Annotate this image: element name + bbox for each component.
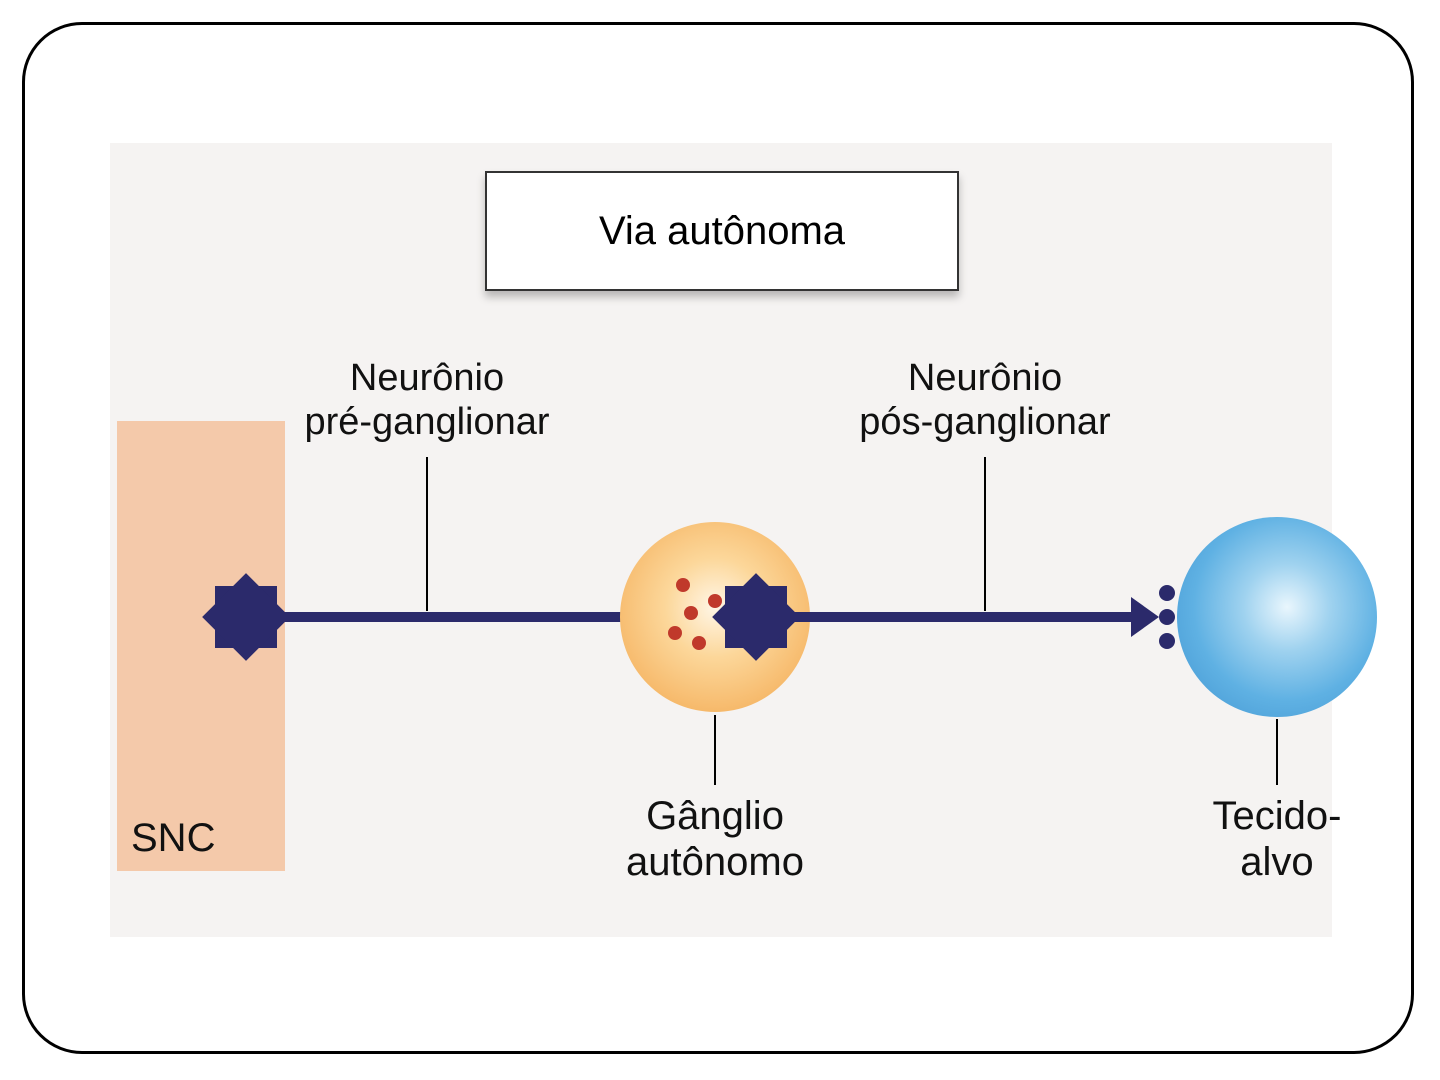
postganglionic-terminal (1131, 597, 1159, 637)
vesicle-red-5 (708, 594, 722, 608)
preganglionic-axon (255, 612, 645, 622)
target-label: Tecido- alvo (1177, 793, 1377, 885)
diagram-title-box: Via autônoma (485, 171, 959, 291)
ganglion-leader-line (714, 715, 716, 785)
vesicle-red-2 (684, 606, 698, 620)
snc-label: SNC (131, 815, 215, 861)
vesicle-blue-3 (1159, 633, 1175, 649)
vesicle-blue-1 (1159, 585, 1175, 601)
postganglionic-axon (765, 612, 1133, 622)
ganglion-label: Gânglio autônomo (595, 793, 835, 885)
preganglionic-neuron-label: Neurônio pré-ganglionar (285, 357, 569, 444)
target-leader-line (1276, 719, 1278, 785)
vesicle-red-3 (668, 626, 682, 640)
vesicle-blue-2 (1159, 609, 1175, 625)
slide-frame: Via autônoma SNC Neurônio pré-ganglionar… (22, 22, 1414, 1054)
diagram-title-text: Via autônoma (599, 209, 845, 254)
postganglionic-neuron-label: Neurônio pós-ganglionar (843, 357, 1127, 444)
preganglionic-leader-line (426, 457, 428, 611)
vesicle-red-4 (692, 636, 706, 650)
target-tissue (1177, 517, 1377, 717)
postganglionic-leader-line (984, 457, 986, 611)
vesicle-red-1 (676, 578, 690, 592)
